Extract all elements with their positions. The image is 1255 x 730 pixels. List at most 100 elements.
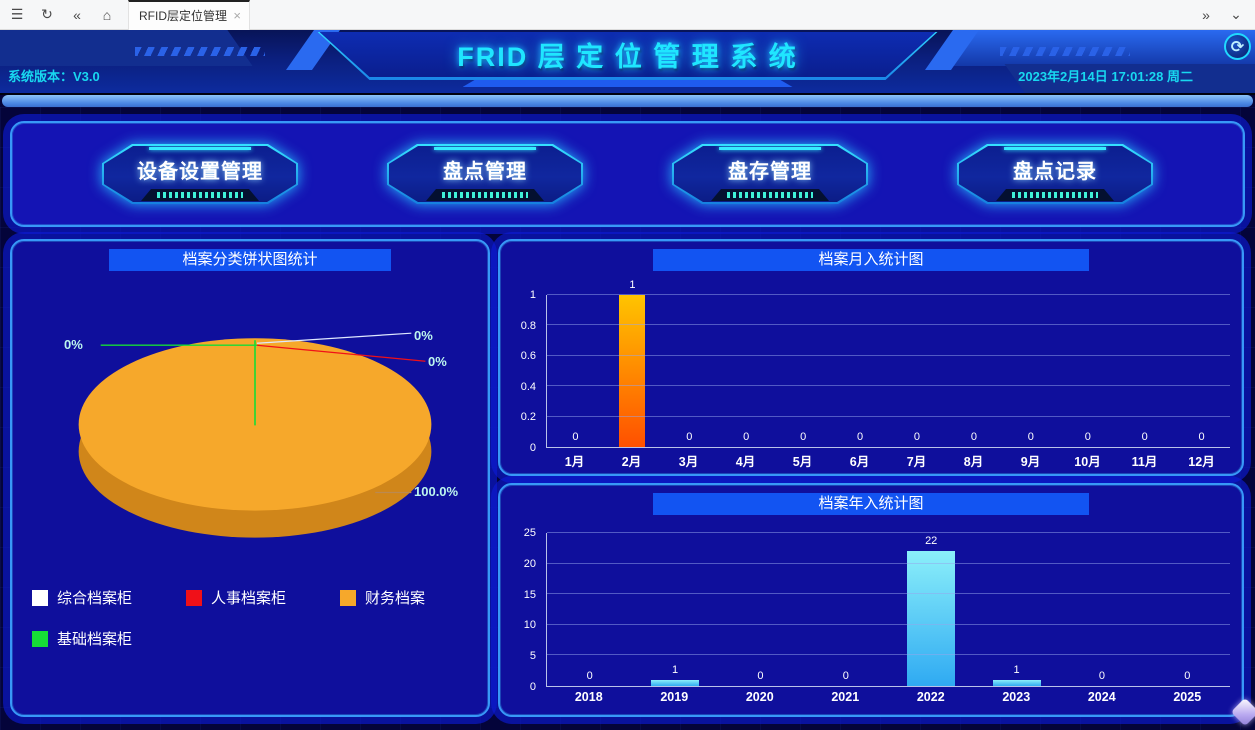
nav-button-2[interactable]: 盘点管理 — [387, 144, 583, 204]
header-stripes-right — [1000, 47, 1130, 56]
datetime: 2023年2月14日 17:01:28 周二 — [1018, 69, 1193, 84]
y-tick-label: 10 — [523, 619, 536, 632]
bar-value-label: 22 — [925, 535, 938, 548]
bar[interactable] — [651, 679, 700, 686]
menu-icon[interactable]: ☰ — [10, 6, 24, 22]
bar-value-label: 0 — [1098, 670, 1105, 682]
bar-slot: 0 — [718, 533, 803, 686]
refresh-icon[interactable]: ↻ — [41, 6, 53, 22]
x-tick-label: 7月 — [906, 455, 927, 469]
button-led-notch — [711, 189, 829, 201]
browser-tab[interactable]: RFID层定位管理 × — [128, 0, 250, 30]
bar[interactable] — [907, 551, 956, 686]
monthly-chart-title: 档案月入统计图 — [653, 249, 1089, 271]
x-tick-label: 6月 — [849, 455, 870, 469]
button-top-line — [719, 147, 821, 150]
toolbar-right: » ⌄ — [1189, 2, 1249, 28]
legend-item[interactable]: 综合档案柜 — [32, 587, 186, 608]
button-led-notch — [141, 189, 259, 201]
bar-slot: 1 — [632, 533, 717, 686]
button-led-dashes — [727, 192, 813, 198]
y-tick-label: 0 — [529, 442, 536, 454]
bar-value-label: 1 — [672, 663, 679, 676]
bar-slot: 0 — [945, 295, 1002, 447]
y-tick-label: 0 — [529, 681, 536, 693]
pie-legend: 综合档案柜 人事档案柜 财务档案基础档案柜 — [32, 587, 462, 649]
bar-value-label: 0 — [857, 431, 864, 443]
bar-slot: 0 — [1116, 295, 1173, 447]
nav-button-3[interactable]: 盘存管理 — [672, 144, 868, 204]
button-led-dashes — [157, 192, 243, 198]
bar-value-label: 0 — [842, 670, 849, 682]
x-tick-label: 2022 — [916, 690, 945, 704]
nav-button-1[interactable]: 设备设置管理 — [102, 144, 298, 204]
button-led-dashes — [1012, 192, 1098, 198]
pie-pct-label: 0% — [428, 354, 447, 369]
bar-slot: 0 — [889, 295, 946, 447]
x-tick-label: 2023 — [1002, 690, 1031, 704]
bar-slot: 1 — [604, 279, 661, 447]
legend-item[interactable]: 基础档案柜 — [32, 628, 186, 649]
bar-value-label: 1 — [1013, 663, 1020, 676]
legend-swatch — [32, 589, 48, 606]
bar-value-label: 0 — [586, 670, 593, 682]
button-top-line — [1004, 147, 1106, 150]
legend-item[interactable]: 人事档案柜 — [186, 587, 340, 608]
yearly-chart-panel: 档案年入统计图 0 5 10 15 20 25 0 1 0 0 22 1 0 0 2018 2019 202… — [498, 483, 1244, 717]
pie-chart-title: 档案分类饼状图统计 — [109, 249, 391, 271]
x-tick-label: 8月 — [963, 455, 984, 469]
legend-swatch — [186, 589, 202, 606]
sync-icon[interactable]: ⟳ — [1224, 33, 1251, 60]
legend-swatch — [340, 589, 356, 606]
y-tick-label: 25 — [523, 527, 536, 539]
app-header: FRID 层 定 位 管 理 系 统 系统版本：V3.0 2023年2月14日 … — [0, 30, 1255, 95]
legend-label: 人事档案柜 — [211, 590, 287, 607]
button-led-dashes — [442, 192, 528, 198]
browser-toolbar: ☰ ↻ « ⌂ RFID层定位管理 × » ⌄ — [0, 0, 1255, 30]
bar-value-label: 0 — [572, 431, 579, 443]
pie-chart-panel: 档案分类饼状图统计 综合档案柜 人事档案柜 财务档案基础档案柜 0% 0% 100.0%… — [10, 239, 490, 717]
bar-slot: 0 — [547, 533, 632, 686]
pie-pct-label: 100.0% — [414, 484, 459, 499]
nav-buttons-panel: 设备设置管理 盘点管理 盘存管理 盘点记录 — [10, 121, 1245, 227]
nav-button-label: 设备设置管理 — [137, 160, 263, 183]
x-tick-label: 2018 — [574, 690, 603, 704]
collapse-tabs-icon[interactable]: « — [73, 6, 81, 23]
bar-value-label: 0 — [757, 670, 764, 682]
y-tick-label: 5 — [529, 650, 536, 663]
y-tick-label: 0.8 — [520, 319, 536, 332]
y-tick-label: 0.2 — [520, 411, 536, 424]
nav-button-4[interactable]: 盘点记录 — [957, 144, 1153, 204]
legend-item[interactable]: 财务档案 — [340, 587, 425, 608]
bar-value-label: 0 — [970, 431, 977, 443]
legend-label: 财务档案 — [365, 590, 426, 607]
page-title: FRID 层 定 位 管 理 系 统 — [457, 42, 798, 72]
bar-slot: 0 — [1002, 295, 1059, 447]
dropdown-icon[interactable]: ⌄ — [1230, 6, 1242, 22]
legend-swatch — [32, 630, 48, 647]
bar-value-label: 0 — [686, 431, 693, 443]
x-tick-label: 11月 — [1131, 455, 1158, 469]
y-tick-label: 1 — [529, 289, 536, 301]
home-icon[interactable]: ⌂ — [102, 6, 112, 23]
yearly-chart-title: 档案年入统计图 — [653, 493, 1089, 515]
bar-slot: 22 — [889, 533, 974, 686]
bar-slot: 0 — [832, 295, 889, 447]
bar-slot: 0 — [1059, 295, 1116, 447]
pie-pct-label: 0% — [64, 337, 83, 352]
bar[interactable] — [619, 295, 646, 447]
x-tick-label: 2月 — [621, 455, 642, 469]
bar-value-label: 0 — [1184, 670, 1191, 682]
yearly-plot: 0 1 0 0 22 1 0 0 — [546, 532, 1230, 687]
bar[interactable] — [992, 679, 1041, 686]
close-tab-icon[interactable]: × — [233, 8, 241, 23]
bar-value-label: 0 — [913, 431, 921, 443]
legend-label: 综合档案柜 — [57, 590, 133, 607]
system-version: 系统版本：V3.0 — [8, 69, 100, 84]
monthly-plot: 0 1 0 0 0 0 0 0 0 0 0 0 — [546, 279, 1230, 448]
overflow-icon[interactable]: » — [1202, 6, 1210, 23]
bar-slot: 0 — [547, 295, 604, 447]
x-tick-label: 2025 — [1173, 690, 1202, 704]
monthly-y-axis: 0 0.2 0.4 0.6 0.8 1 — [500, 289, 542, 454]
